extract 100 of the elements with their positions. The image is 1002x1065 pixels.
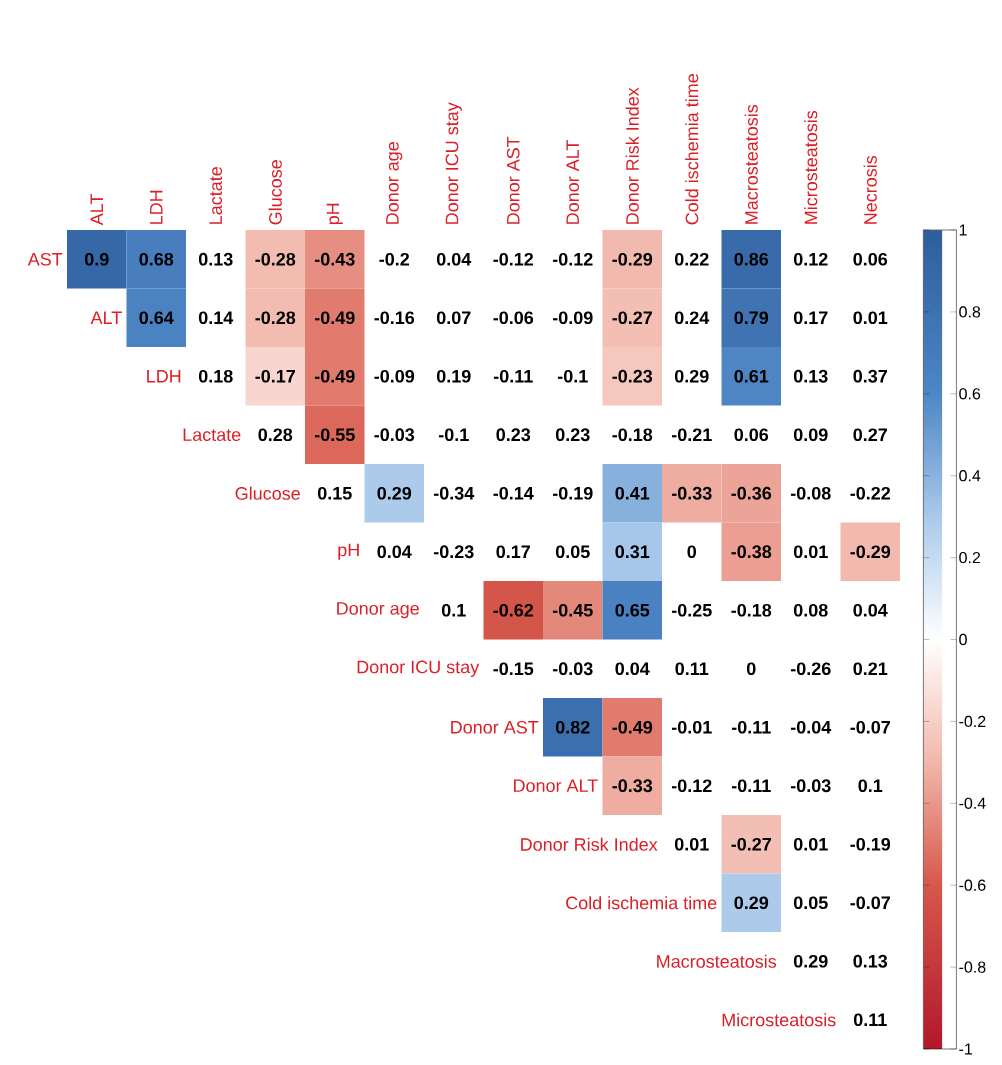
y-tick-label: AST	[27, 252, 63, 266]
x-tick-label: LDH	[150, 190, 163, 224]
text: -0.09	[552, 311, 593, 325]
color-bar-label: 0.6	[959, 388, 981, 400]
text: -0.25	[671, 603, 712, 617]
text: -0.01	[671, 720, 712, 734]
text: 0.13	[853, 954, 888, 968]
text: 0.17	[496, 545, 530, 559]
data-label: -0.62	[493, 603, 534, 617]
text: -0.21	[671, 428, 712, 442]
data-label: -0.36	[731, 486, 772, 500]
text: -0.04	[790, 720, 832, 734]
data-label: 0.61	[734, 369, 769, 383]
text: 0.28	[258, 428, 293, 442]
text: -0.03	[790, 779, 831, 793]
text: 0.08	[793, 603, 828, 617]
text: 0	[687, 545, 697, 559]
color-bar-label: -1	[959, 1043, 973, 1055]
text: -0.11	[731, 779, 771, 793]
data-label: 0.64	[139, 311, 174, 325]
color-bar-label: 0	[959, 633, 967, 646]
text: 0.12	[793, 252, 828, 266]
text: 0.11	[675, 662, 709, 676]
color-bar-label: 1	[959, 224, 967, 236]
color-bar-label: -0.8	[959, 961, 986, 973]
data-label: -0.29	[850, 545, 891, 559]
text: -0.07	[850, 896, 890, 910]
data-label: -0.17	[255, 369, 295, 383]
data-label: 0.68	[139, 252, 174, 266]
data-label: -0.28	[255, 311, 296, 325]
text: 0.22	[674, 252, 709, 266]
data-label: -0.27	[731, 837, 771, 851]
text: -0.19	[552, 486, 593, 500]
data-label: -0.28	[255, 252, 296, 266]
text: -0.14	[493, 486, 534, 500]
data-label: -0.49	[314, 369, 355, 383]
text: 0.29	[674, 369, 709, 383]
text: -0.23	[433, 545, 474, 559]
color-bar-label: 0.8	[959, 306, 981, 318]
data-label: 0.86	[734, 252, 769, 266]
color-bar-label: 0.4	[959, 470, 981, 482]
text: -0.26	[790, 662, 831, 676]
text: 0.06	[734, 428, 769, 442]
text: -0.06	[493, 311, 534, 325]
x-tick-label: ALT	[90, 194, 103, 226]
text: 0.29	[793, 954, 828, 968]
text: 0.27	[853, 428, 887, 442]
text: -0.12	[493, 252, 534, 266]
text: 0.05	[793, 896, 828, 910]
text: -0.03	[374, 428, 415, 442]
x-tick-label: Necrosis	[863, 155, 877, 224]
text: 0.04	[377, 545, 412, 559]
text: -0.34	[433, 486, 475, 500]
text: 0.04	[615, 662, 650, 676]
color-bar-label: 0.2	[959, 551, 981, 564]
text: 0.07	[436, 311, 471, 325]
text: -0.09	[374, 369, 415, 383]
text: 0.04	[853, 603, 888, 617]
text: -0.18	[612, 428, 653, 442]
data-label: -0.29	[612, 252, 653, 266]
text: 0.13	[793, 369, 828, 383]
text: 0	[746, 662, 756, 676]
data-label: 0.31	[615, 545, 650, 559]
text: 0.24	[674, 311, 710, 325]
text: 0.19	[436, 369, 471, 383]
data-label: 0.9	[84, 252, 109, 266]
text: 0.04	[436, 252, 472, 266]
text: -0.03	[552, 662, 593, 676]
text: 0.1	[441, 603, 466, 617]
data-label: -0.38	[731, 545, 772, 559]
text: -0.1	[438, 428, 469, 442]
text: 0.11	[853, 1013, 887, 1027]
data-label: 0.79	[734, 311, 769, 325]
color-bar-label: -0.6	[959, 879, 986, 891]
text: 0.23	[496, 428, 531, 442]
text: -0.12	[671, 779, 712, 793]
text: -0.19	[850, 837, 891, 851]
data-label: -0.55	[314, 428, 355, 442]
text: 0.21	[853, 662, 888, 676]
data-label: -0.45	[552, 603, 593, 617]
text: -0.08	[790, 486, 831, 500]
text: -0.12	[552, 252, 593, 266]
text: 0.15	[317, 486, 352, 500]
data-label: -0.49	[612, 720, 653, 734]
data-label: 0.82	[555, 720, 590, 734]
x-tick-label: Glucose	[268, 160, 282, 225]
text: -0.2	[379, 252, 410, 266]
text: 0.06	[853, 252, 888, 266]
text: 0.23	[555, 428, 590, 442]
text: 0.05	[555, 545, 590, 559]
text: 0.13	[198, 252, 233, 266]
data-label: -0.33	[612, 779, 653, 793]
data-label: -0.43	[314, 252, 355, 266]
data-label: 0.41	[615, 486, 650, 500]
data-label: 0.29	[734, 896, 769, 910]
data-label: -0.33	[671, 486, 712, 500]
text: -0.07	[850, 720, 890, 734]
data-label: -0.27	[612, 311, 652, 325]
text: 0.01	[674, 837, 709, 851]
color-bar-label: -0.2	[959, 715, 986, 728]
